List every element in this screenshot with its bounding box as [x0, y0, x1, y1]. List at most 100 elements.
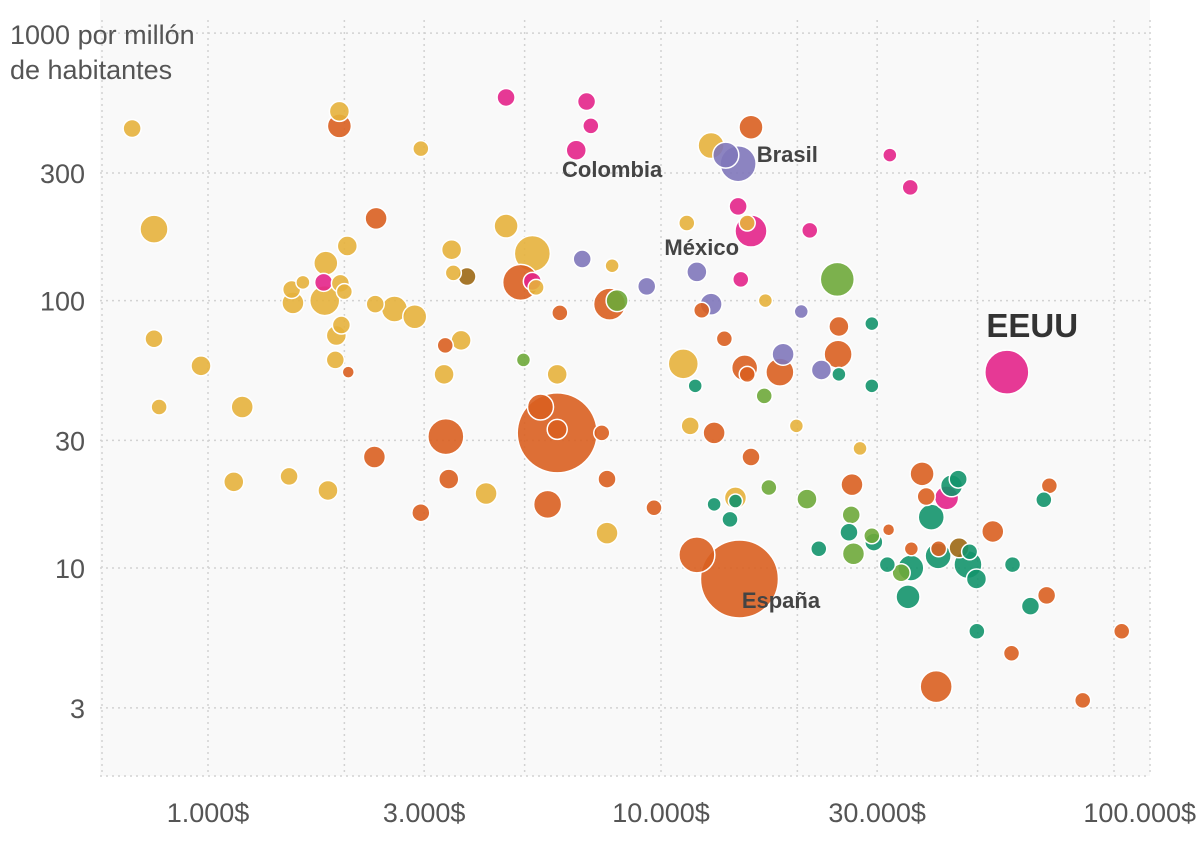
bubble-point: [604, 257, 620, 274]
bubble-point: [863, 527, 881, 545]
bubble-point: [757, 292, 774, 309]
bubble-point: [1035, 490, 1053, 509]
annotations: Brasil Colombia México EEUU España: [562, 142, 1078, 613]
bubble-point: [122, 118, 142, 139]
bubble-point: [328, 100, 351, 123]
bubble-point: [450, 329, 472, 352]
bubble-point: [565, 139, 587, 161]
bubble-point: [427, 417, 465, 456]
bubble-point: [313, 250, 339, 276]
bubble-point: [336, 235, 359, 257]
bubble-point: [882, 147, 898, 163]
bubble-point: [1003, 555, 1022, 574]
bubble-point: [738, 114, 764, 140]
bubble-point: [551, 304, 569, 322]
bubble-point: [364, 206, 388, 231]
bubble-point: [801, 221, 819, 240]
bubble-point: [864, 378, 880, 394]
bubble-point: [433, 363, 455, 386]
bubble-point: [738, 214, 756, 232]
bubble-point: [839, 522, 859, 543]
bubble-point: [546, 418, 568, 441]
bubble-point: [362, 445, 387, 469]
bubble-point: [279, 466, 299, 487]
bubble-point: [440, 238, 463, 261]
bubble-point: [678, 536, 716, 574]
bubble-point: [916, 486, 936, 507]
x-tick-label-0: 1.000$: [167, 798, 250, 828]
bubble-point: [582, 117, 600, 135]
bubble-point: [223, 471, 245, 493]
bubble-point: [728, 196, 748, 217]
bubble-point: [831, 366, 847, 383]
y-tick-label-1: 10: [55, 554, 85, 584]
annotation-brasil: Brasil: [757, 142, 818, 167]
bubble-point: [929, 540, 948, 558]
bubble-point: [436, 336, 455, 355]
bubbles: [122, 87, 1131, 710]
bubble-point: [515, 352, 532, 368]
bubble-point: [852, 440, 868, 457]
bubble-point: [1112, 622, 1131, 641]
bubble-point: [771, 342, 795, 366]
bubble-point: [317, 479, 339, 502]
bubble-point: [139, 214, 169, 244]
bubble-point: [678, 214, 696, 232]
y-tick-label-0: 3: [70, 694, 85, 724]
bubble-point: [864, 315, 880, 332]
bubble-point: [295, 274, 311, 291]
bubble-point: [760, 478, 778, 497]
bubble-point: [706, 496, 722, 513]
bubble-point: [788, 418, 805, 434]
bubble-point: [190, 355, 212, 377]
bubble-point: [878, 555, 897, 574]
bubble-point: [230, 395, 254, 419]
bubble-point: [572, 249, 592, 269]
bubble-point: [526, 393, 555, 421]
bubble-point: [401, 304, 428, 330]
bubble-point: [840, 472, 864, 497]
bubble-point: [1036, 585, 1057, 606]
y-tick-label-4: 300: [40, 159, 85, 189]
bubble-point: [948, 469, 968, 489]
bubble-point: [895, 584, 921, 610]
bubble-point: [712, 141, 740, 169]
bubble-point: [796, 488, 818, 510]
bubble-point: [686, 261, 708, 283]
bubble-point: [903, 541, 920, 557]
bubble-point: [1073, 691, 1092, 710]
bubble-point: [1002, 644, 1021, 662]
bubble-point: [715, 329, 734, 348]
bubble-point: [313, 272, 334, 293]
bubble-point: [909, 461, 935, 487]
bubble-point: [810, 359, 833, 381]
bubble-point: [841, 542, 866, 566]
bubble-point: [412, 139, 430, 158]
bubble-point: [721, 510, 739, 529]
bubble-point: [793, 303, 810, 320]
bubble-point: [411, 502, 431, 523]
annotation-mxico: México: [664, 235, 739, 260]
bubble-point: [593, 424, 611, 442]
gridlines: [100, 20, 1151, 777]
annotation-espaa: España: [742, 588, 821, 613]
bubble-point: [965, 568, 988, 590]
bubble-point: [150, 398, 168, 416]
bubble-point: [493, 213, 519, 239]
x-tick-label-2: 10.000$: [612, 798, 710, 828]
bubble-point: [496, 87, 516, 108]
bubble-point: [680, 416, 700, 436]
bubble-point: [841, 505, 861, 525]
bubble-point: [687, 378, 703, 394]
bubble-point: [595, 521, 619, 545]
x-tick-label-1: 3.000$: [383, 798, 466, 828]
bubble-point: [702, 421, 726, 445]
bubble-point: [546, 363, 568, 386]
annotation-colombia: Colombia: [562, 157, 663, 182]
bubble-point: [335, 282, 354, 301]
bubble-point: [331, 315, 352, 335]
bubble-point: [325, 350, 346, 370]
bubble-point: [968, 622, 986, 641]
plot-area-background: [100, 0, 1150, 776]
